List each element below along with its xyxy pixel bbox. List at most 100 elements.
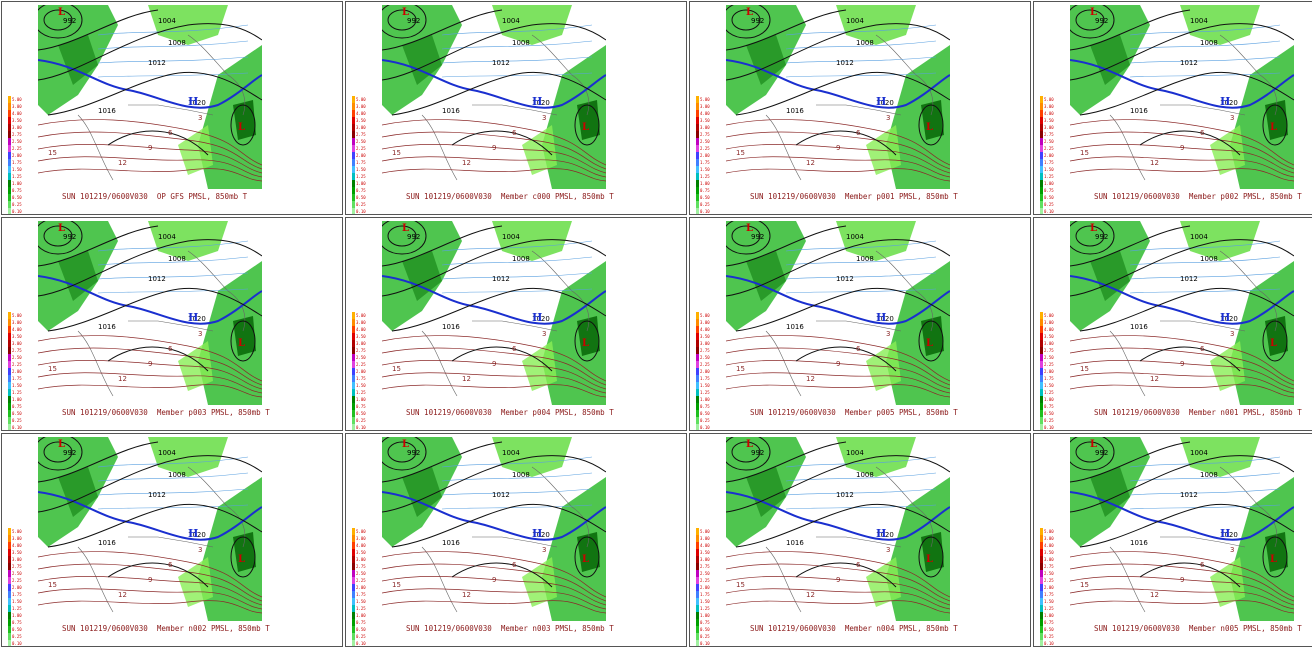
freezing-line (726, 275, 950, 325)
isobar-label: 992 (407, 17, 420, 25)
scale-label: 1.25 (8, 605, 22, 612)
temp-contours (38, 551, 262, 614)
panel-member-p002: 5.00 3.00 4.00 3.50 3.00 2.75 2.50 2.25 2.00 1.75… (1033, 1, 1312, 215)
temp-label: 6 (168, 345, 173, 353)
temp-label: 12 (1150, 591, 1159, 599)
scale-label: 0.25 (8, 633, 22, 640)
cold-contours (785, 240, 937, 294)
isobar-label: 1016 (786, 539, 804, 547)
scale-label: 2.25 (352, 577, 366, 584)
high-pressure-marker: H (876, 527, 886, 540)
freezing-line (382, 491, 606, 541)
scale-label: 1.00 (696, 180, 710, 187)
scale-label: 1.75 (1040, 375, 1054, 382)
scale-label: 0.10 (696, 424, 710, 430)
isobars (38, 5, 262, 156)
isobar-label: 1012 (148, 491, 166, 499)
cold-contours (97, 24, 249, 78)
coastlines (1109, 34, 1278, 181)
scale-label: 1.50 (352, 598, 366, 605)
cold-contours (441, 456, 593, 510)
scale-label: 5.00 (8, 312, 22, 319)
panel-member-n004: 5.00 3.00 4.00 3.50 3.00 2.75 2.50 2.25 2.00 1.75… (689, 433, 1031, 647)
scale-label: 5.00 (696, 528, 710, 535)
panel-member-c000: 5.00 3.00 4.00 3.50 3.00 2.75 2.50 2.25 2.00 1.75… (345, 1, 687, 215)
temp-label: 9 (1180, 144, 1184, 152)
scale-label: 2.00 (352, 368, 366, 375)
scale-label: 1.75 (1040, 591, 1054, 598)
scale-label: 3.00 (352, 103, 366, 110)
isobars (726, 5, 950, 156)
scale-label: 0.50 (1040, 194, 1054, 201)
temp-contours (726, 119, 950, 182)
temp-label: 6 (168, 129, 173, 137)
isobar-label: 992 (751, 449, 764, 457)
high-pressure-marker: H (532, 527, 542, 540)
isobar-label: 1020 (532, 99, 550, 107)
scale-label: 4.00 (696, 326, 710, 333)
isobar-label: 992 (1095, 17, 1108, 25)
temp-label: 12 (1150, 159, 1159, 167)
scale-label: 0.75 (696, 619, 710, 626)
weather-map: 992 1004 1008 1012 1016 1020 15 12 9 6 3 H L L (726, 5, 950, 189)
scale-label: 4.00 (8, 326, 22, 333)
temp-label: 15 (1080, 365, 1089, 373)
low-pressure-marker: L (1090, 223, 1097, 234)
scale-label: 1.75 (8, 375, 22, 382)
precip-color-scale: 5.00 3.00 4.00 3.50 3.00 2.75 2.50 2.25 2.00 1.75… (1040, 528, 1054, 646)
isobar-label: 1008 (1200, 39, 1218, 47)
scale-label: 1.25 (1040, 389, 1054, 396)
isobar-label: 1016 (786, 107, 804, 115)
low-pressure-marker: L (1090, 7, 1097, 18)
scale-label: 1.25 (8, 389, 22, 396)
scale-label: 2.25 (8, 361, 22, 368)
scale-label: 1.25 (352, 389, 366, 396)
scale-label: 5.00 (8, 528, 22, 535)
isobar-label: 1020 (532, 531, 550, 539)
scale-label: 3.50 (8, 333, 22, 340)
scale-label: 0.10 (1040, 640, 1054, 646)
precip-color-scale: 5.00 3.00 4.00 3.50 3.00 2.75 2.50 2.25 2.00 1.75… (1040, 96, 1054, 214)
temp-label: 15 (392, 365, 401, 373)
scale-label: 0.50 (1040, 626, 1054, 633)
scale-label: 3.00 (1040, 319, 1054, 326)
scale-label: 1.75 (352, 591, 366, 598)
low-pressure-marker: L (1270, 122, 1277, 133)
isobar-label: 1016 (442, 539, 460, 547)
scale-label: 2.75 (696, 131, 710, 138)
low-pressure-marker: L (238, 122, 245, 133)
isobar-label: 1008 (856, 255, 874, 263)
low-pressure-marker: L (746, 7, 753, 18)
panel-member-n005: 5.00 3.00 4.00 3.50 3.00 2.75 2.50 2.25 2.00 1.75… (1033, 433, 1312, 647)
scale-label: 2.50 (8, 354, 22, 361)
isobar-label: 1012 (492, 59, 510, 67)
scale-label: 2.50 (8, 138, 22, 145)
scale-label: 1.00 (352, 180, 366, 187)
scale-label: 0.75 (8, 403, 22, 410)
scale-label: 1.50 (8, 166, 22, 173)
scale-label: 3.50 (1040, 549, 1054, 556)
scale-label: 0.50 (352, 194, 366, 201)
low-pressure-marker: L (746, 439, 753, 450)
scale-label: 5.00 (696, 312, 710, 319)
panel-caption: SUN 101219/0600V030 Member p005 PMSL, 85… (750, 408, 958, 417)
isobar-label: 1012 (1180, 491, 1198, 499)
temp-contours (382, 335, 606, 398)
scale-label: 2.75 (352, 347, 366, 354)
cold-contours (1129, 456, 1281, 510)
isobar-label: 1004 (502, 17, 520, 25)
low-pressure-marker: L (58, 439, 65, 450)
temp-label: 6 (512, 345, 517, 353)
scale-label: 0.25 (1040, 633, 1054, 640)
scale-label: 2.25 (1040, 145, 1054, 152)
temp-label: 3 (542, 330, 546, 338)
temp-label: 9 (492, 360, 496, 368)
scale-label: 0.25 (1040, 201, 1054, 208)
isobar-label: 1020 (876, 531, 894, 539)
scale-label: 0.25 (696, 633, 710, 640)
isobar-label: 1020 (1220, 531, 1238, 539)
isobars (38, 221, 262, 372)
freezing-line (726, 59, 950, 109)
isobar-label: 992 (63, 449, 76, 457)
